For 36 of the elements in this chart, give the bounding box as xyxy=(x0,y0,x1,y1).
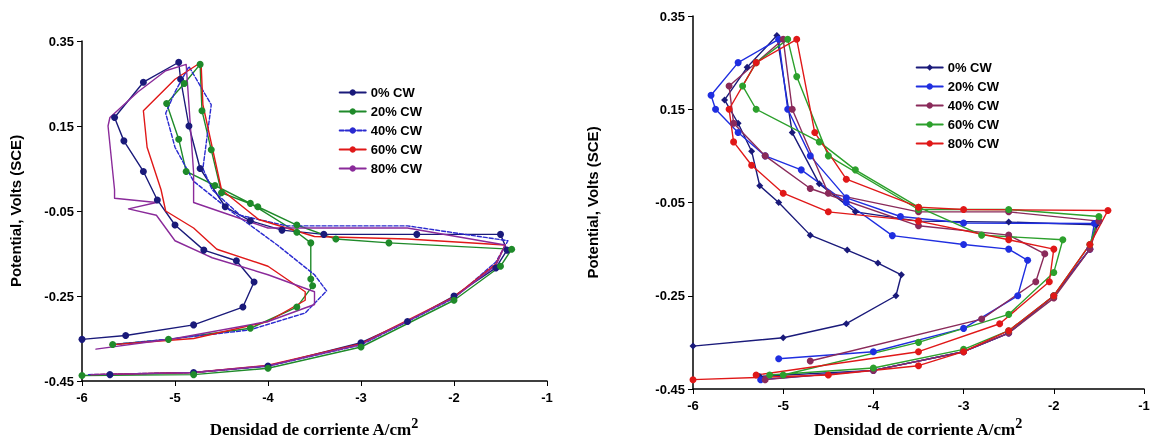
x-tick-label: -3 xyxy=(355,390,367,405)
y-tick-label: 0.35 xyxy=(48,33,74,49)
x-tick-label: -1 xyxy=(541,390,553,405)
y-tick-label: 0.15 xyxy=(48,118,74,134)
x-tick-label: -5 xyxy=(169,390,181,405)
y-axis-title: Potential, Volts (SCE) xyxy=(7,134,24,288)
x-axis-title: Densidad de corriente A/cm$^{2}$ xyxy=(209,415,419,440)
x-tick-label: -4 xyxy=(262,390,275,405)
legend-label: 0% CW xyxy=(370,85,416,100)
x-tick-label: -5 xyxy=(777,398,789,413)
y-axis-title: Potential, Volts (SCE) xyxy=(584,126,601,279)
legend-label: 80% CW xyxy=(370,161,423,176)
x-axis-title: Densidad de corriente A/cm$^{2}$ xyxy=(813,415,1023,440)
legend-label: 40% CW xyxy=(947,98,1000,113)
legend-label: 40% CW xyxy=(370,123,423,138)
y-tick-label: -0.25 xyxy=(44,288,74,304)
y-tick-label: -0.45 xyxy=(44,373,74,389)
legend-label: 20% CW xyxy=(947,79,1000,94)
legend-label: 0% CW xyxy=(947,60,993,75)
x-tick-label: -4 xyxy=(867,398,880,413)
legend-label: 80% CW xyxy=(947,136,1000,151)
y-tick-label: -0.05 xyxy=(655,195,685,210)
y-tick-label: -0.25 xyxy=(655,288,685,304)
y-tick-label: -0.45 xyxy=(655,381,685,397)
y-tick-label: -0.05 xyxy=(44,203,74,219)
y-tick-label: 0.15 xyxy=(659,101,685,117)
legend-label: 20% CW xyxy=(370,104,423,119)
legend-label: 60% CW xyxy=(947,117,1000,132)
y-tick-label: 0.35 xyxy=(659,8,685,24)
x-tick-label: -6 xyxy=(687,398,699,413)
x-tick-label: -3 xyxy=(957,398,970,413)
x-tick-label: -1 xyxy=(1138,398,1150,413)
x-tick-label: -2 xyxy=(448,390,460,405)
legend-label: 60% CW xyxy=(370,142,423,157)
x-tick-label: -2 xyxy=(1048,398,1060,413)
x-tick-label: -6 xyxy=(76,390,88,405)
